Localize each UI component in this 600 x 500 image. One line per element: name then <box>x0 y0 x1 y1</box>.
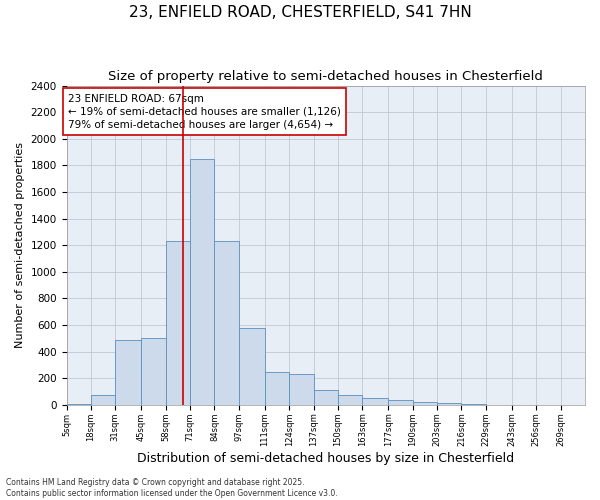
Bar <box>142 338 166 405</box>
Bar <box>166 242 190 405</box>
Bar <box>190 158 214 405</box>
Bar <box>115 340 142 405</box>
Bar <box>362 398 388 405</box>
Text: 23, ENFIELD ROAD, CHESTERFIELD, S41 7HN: 23, ENFIELD ROAD, CHESTERFIELD, S41 7HN <box>128 5 472 20</box>
Bar <box>388 400 413 405</box>
Bar <box>338 395 362 405</box>
Bar <box>314 390 338 405</box>
Bar <box>239 328 265 405</box>
Bar <box>91 395 115 405</box>
X-axis label: Distribution of semi-detached houses by size in Chesterfield: Distribution of semi-detached houses by … <box>137 452 514 465</box>
Bar <box>67 404 91 405</box>
Bar <box>413 402 437 405</box>
Title: Size of property relative to semi-detached houses in Chesterfield: Size of property relative to semi-detach… <box>109 70 543 83</box>
Text: Contains HM Land Registry data © Crown copyright and database right 2025.
Contai: Contains HM Land Registry data © Crown c… <box>6 478 338 498</box>
Text: 23 ENFIELD ROAD: 67sqm
← 19% of semi-detached houses are smaller (1,126)
79% of : 23 ENFIELD ROAD: 67sqm ← 19% of semi-det… <box>68 94 341 130</box>
Bar <box>289 374 314 405</box>
Bar <box>214 242 239 405</box>
Bar <box>437 403 461 405</box>
Y-axis label: Number of semi-detached properties: Number of semi-detached properties <box>15 142 25 348</box>
Bar <box>265 372 289 405</box>
Bar <box>461 404 486 405</box>
